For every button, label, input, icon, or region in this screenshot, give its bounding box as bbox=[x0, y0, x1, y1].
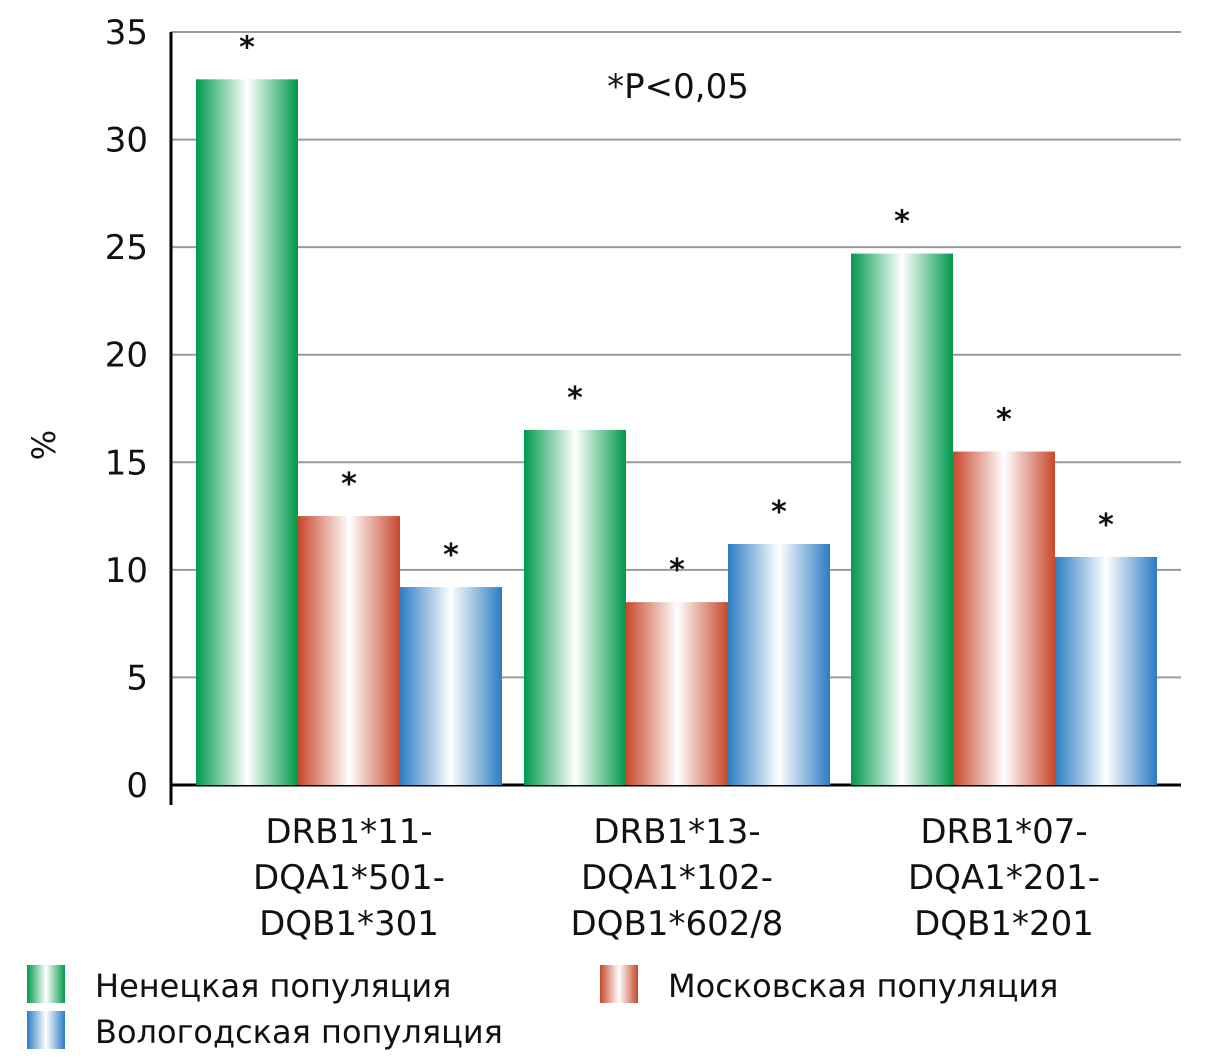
x-category-label: DRB1*07- bbox=[920, 812, 1087, 852]
bar bbox=[1055, 556, 1157, 785]
y-tick-label: 30 bbox=[105, 121, 148, 161]
bar bbox=[400, 587, 502, 785]
significance-star: * bbox=[443, 538, 459, 573]
bar bbox=[626, 602, 728, 785]
x-category-label: DQA1*102- bbox=[581, 858, 773, 898]
y-tick-label: 15 bbox=[105, 443, 148, 483]
bars: * * * * * * * * * bbox=[196, 30, 1157, 786]
legend-swatch bbox=[27, 965, 65, 1003]
y-tick-label: 10 bbox=[105, 551, 148, 591]
significance-annotation: *P<0,05 bbox=[607, 67, 749, 107]
bar bbox=[953, 451, 1055, 785]
significance-star: * bbox=[669, 553, 685, 588]
y-tick-label: 0 bbox=[126, 766, 148, 806]
x-category-label: DRB1*13- bbox=[593, 812, 760, 852]
significance-star: * bbox=[341, 467, 357, 502]
y-axis-label: % bbox=[25, 430, 63, 460]
bar bbox=[196, 79, 298, 786]
legend: Ненецкая популяция Московская популяция Во… bbox=[27, 965, 1058, 1051]
legend-label: Ненецкая популяция bbox=[95, 967, 451, 1005]
significance-star: * bbox=[567, 381, 583, 416]
x-category-label: DQB1*602/8 bbox=[571, 904, 784, 944]
y-tick-label: 5 bbox=[126, 658, 148, 698]
significance-star: * bbox=[1098, 508, 1114, 543]
x-category-label: DQA1*201- bbox=[908, 858, 1100, 898]
legend-label: Вологодская популяция bbox=[95, 1013, 503, 1051]
significance-star: * bbox=[894, 205, 910, 240]
legend-swatch bbox=[600, 965, 638, 1003]
y-tick-labels: 0 5 10 15 20 25 30 35 bbox=[105, 13, 148, 806]
x-category-label: DRB1*11- bbox=[265, 812, 432, 852]
legend-swatch bbox=[27, 1011, 65, 1049]
bar bbox=[728, 544, 830, 785]
legend-label: Московская популяция bbox=[668, 967, 1058, 1005]
bar bbox=[851, 253, 953, 785]
x-category-label: DQA1*501- bbox=[253, 858, 445, 898]
bar bbox=[524, 430, 626, 785]
significance-star: * bbox=[239, 30, 255, 65]
y-tick-label: 25 bbox=[105, 228, 148, 268]
x-category-label: DQB1*301 bbox=[259, 904, 439, 944]
bar bbox=[298, 516, 400, 785]
y-tick-label: 20 bbox=[105, 336, 148, 376]
significance-star: * bbox=[996, 403, 1012, 438]
x-category-label: DQB1*201 bbox=[914, 904, 1094, 944]
significance-star: * bbox=[771, 495, 787, 530]
x-category-labels: DRB1*11- DQA1*501- DQB1*301 DRB1*13- DQA1*10… bbox=[253, 812, 1100, 944]
y-tick-label: 35 bbox=[105, 13, 148, 53]
